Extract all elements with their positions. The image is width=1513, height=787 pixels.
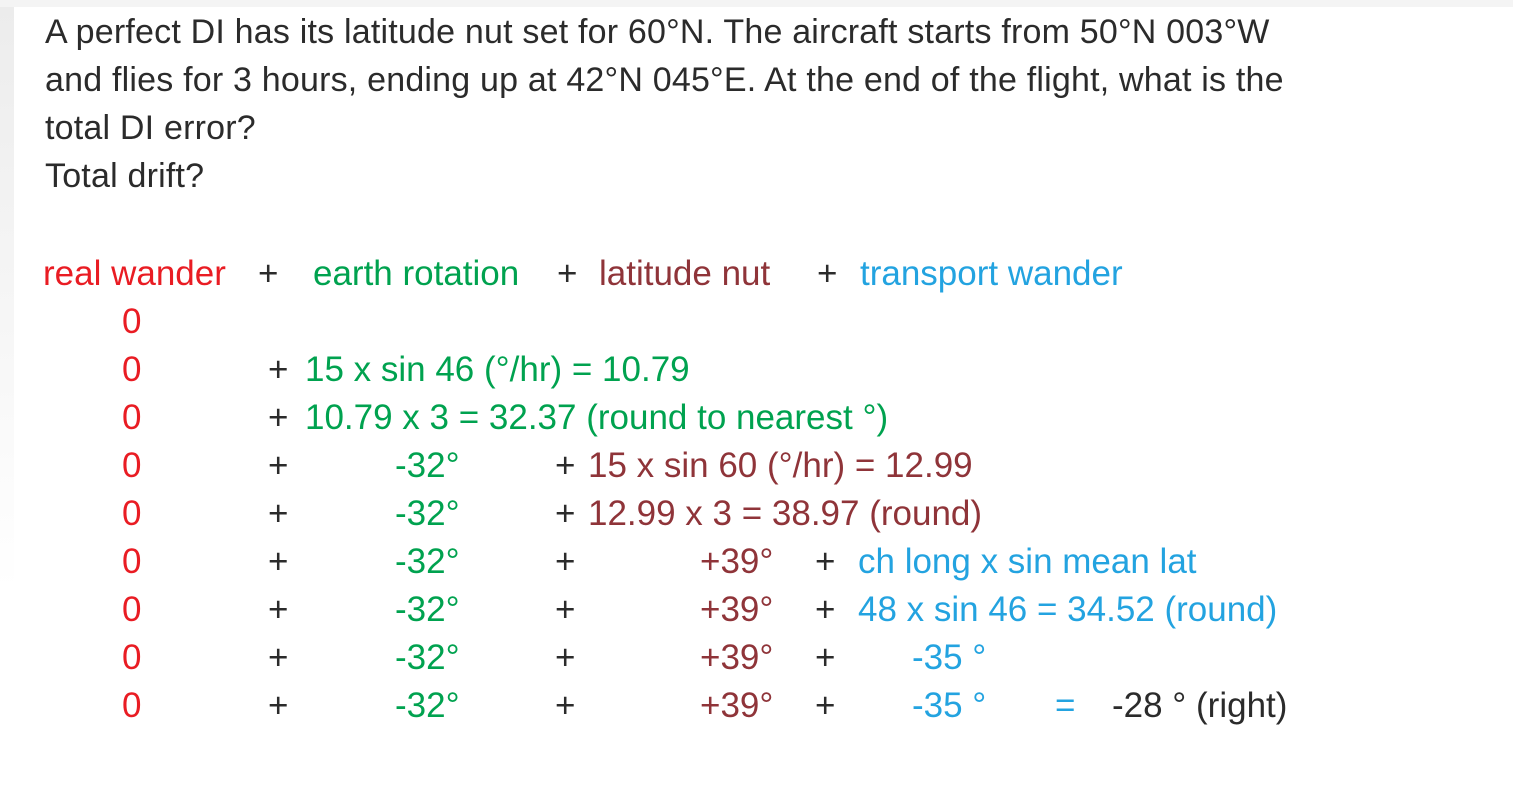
latitude-nut-value: +39° (700, 686, 774, 725)
plus-operator: + (815, 638, 836, 677)
working-row-3: 0 + 10.79 x 3 = 32.37 (round to nearest … (0, 394, 1513, 442)
real-wander-value: 0 (122, 302, 142, 341)
transport-wander-value: -35 ° (912, 686, 987, 725)
left-edge-shade (0, 0, 14, 787)
plus-operator: + (555, 542, 576, 581)
plus-operator: + (268, 542, 289, 581)
earth-rotation-value: -32° (395, 686, 460, 725)
working-row-6: 0 + -32° + +39° + ch long x sin mean lat (0, 538, 1513, 586)
transport-wander-calc: ch long x sin mean lat (858, 542, 1197, 581)
plus-operator: + (268, 494, 289, 533)
latitude-nut-calc: 12.99 x 3 = 38.97 (round) (588, 494, 983, 533)
question-text: A perfect DI has its latitude nut set fo… (45, 8, 1505, 200)
top-edge-shade (0, 0, 1513, 7)
transport-wander-calc: 48 x sin 46 = 34.52 (round) (858, 590, 1278, 629)
plus-operator: + (555, 494, 576, 533)
plus-operator: + (258, 254, 279, 293)
transport-wander-label: transport wander (860, 254, 1123, 293)
earth-rotation-value: -32° (395, 590, 460, 629)
working-row-8: 0 + -32° + +39° + -35 ° (0, 634, 1513, 682)
latitude-nut-calc: 15 x sin 60 (°/hr) = 12.99 (588, 446, 973, 485)
real-wander-value: 0 (122, 542, 142, 581)
working-row-1: 0 (0, 298, 1513, 346)
plus-operator: + (815, 542, 836, 581)
latitude-nut-value: +39° (700, 590, 774, 629)
real-wander-label: real wander (43, 254, 226, 293)
real-wander-value: 0 (122, 350, 142, 389)
question-line-1: A perfect DI has its latitude nut set fo… (45, 13, 1270, 51)
earth-rotation-value: -32° (395, 542, 460, 581)
total-di-error-result: -28 ° (right) (1112, 686, 1288, 725)
earth-rotation-value: -32° (395, 446, 460, 485)
plus-operator: + (815, 590, 836, 629)
real-wander-value: 0 (122, 638, 142, 677)
earth-rotation-label: earth rotation (313, 254, 520, 293)
plus-operator: + (268, 398, 289, 437)
question-line-4: Total drift? (45, 157, 205, 195)
question-line-3: total DI error? (45, 109, 256, 147)
real-wander-value: 0 (122, 446, 142, 485)
transport-wander-value: -35 ° (912, 638, 987, 677)
latitude-nut-value: +39° (700, 638, 774, 677)
working-row-9: 0 + -32° + +39° + -35 ° = -28 ° (right) (0, 682, 1513, 730)
real-wander-value: 0 (122, 686, 142, 725)
working-row-7: 0 + -32° + +39° + 48 x sin 46 = 34.52 (r… (0, 586, 1513, 634)
plus-operator: + (555, 446, 576, 485)
earth-rotation-calc: 10.79 x 3 = 32.37 (round to nearest °) (305, 398, 889, 437)
plus-operator: + (557, 254, 578, 293)
plus-operator: + (815, 686, 836, 725)
latitude-nut-value: +39° (700, 542, 774, 581)
plus-operator: + (555, 686, 576, 725)
latitude-nut-label: latitude nut (599, 254, 771, 293)
working-row-2: 0 + 15 x sin 46 (°/hr) = 10.79 (0, 346, 1513, 394)
formula-header-row: real wander + earth rotation + latitude … (0, 250, 1513, 298)
real-wander-value: 0 (122, 398, 142, 437)
real-wander-value: 0 (122, 590, 142, 629)
earth-rotation-calc: 15 x sin 46 (°/hr) = 10.79 (305, 350, 690, 389)
plus-operator: + (555, 638, 576, 677)
plus-operator: + (268, 638, 289, 677)
plus-operator: + (555, 590, 576, 629)
question-line-2: and flies for 3 hours, ending up at 42°N… (45, 61, 1284, 99)
plus-operator: + (268, 686, 289, 725)
plus-operator: + (268, 350, 289, 389)
plus-operator: + (817, 254, 838, 293)
real-wander-value: 0 (122, 494, 142, 533)
plus-operator: + (268, 446, 289, 485)
working-row-5: 0 + -32° + 12.99 x 3 = 38.97 (round) (0, 490, 1513, 538)
earth-rotation-value: -32° (395, 494, 460, 533)
equals-operator: = (1055, 686, 1076, 725)
earth-rotation-value: -32° (395, 638, 460, 677)
plus-operator: + (268, 590, 289, 629)
di-error-working: real wander + earth rotation + latitude … (0, 250, 1513, 730)
working-row-4: 0 + -32° + 15 x sin 60 (°/hr) = 12.99 (0, 442, 1513, 490)
